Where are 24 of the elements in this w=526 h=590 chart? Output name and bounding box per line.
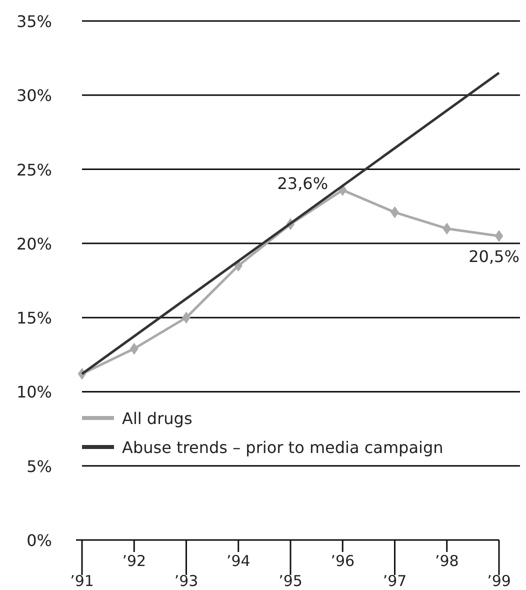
y-tick-label: 35% [16,12,52,31]
x-tick-label: ’93 [174,572,198,590]
legend-label: All drugs [122,409,192,428]
x-tick-label: ’99 [487,572,511,590]
x-tick-label: ’98 [434,552,459,570]
data-label: 23,6% [277,174,328,194]
point [442,222,452,235]
x-tick-label: ’96 [330,552,355,570]
legend-label: Abuse trends – prior to media campaign [122,438,444,457]
y-tick-label: 0% [26,531,52,550]
y-tick-label: 5% [26,456,52,476]
data-label: 20,5% [468,247,520,266]
y-tick-label: 15% [16,308,52,328]
x-tick-label: ’92 [122,552,146,570]
y-tick-label: 20% [16,234,52,254]
point [494,230,504,242]
y-tick-label: 10% [16,382,52,402]
x-tick-label: ’94 [226,552,250,570]
y-tick-label: 30% [16,86,52,106]
x-tick-label: ’97 [382,572,407,590]
x-tick-label: ’91 [70,572,94,590]
point [130,342,138,355]
y-tick-label: 25% [16,160,52,180]
x-tick-label: ’95 [278,572,302,590]
